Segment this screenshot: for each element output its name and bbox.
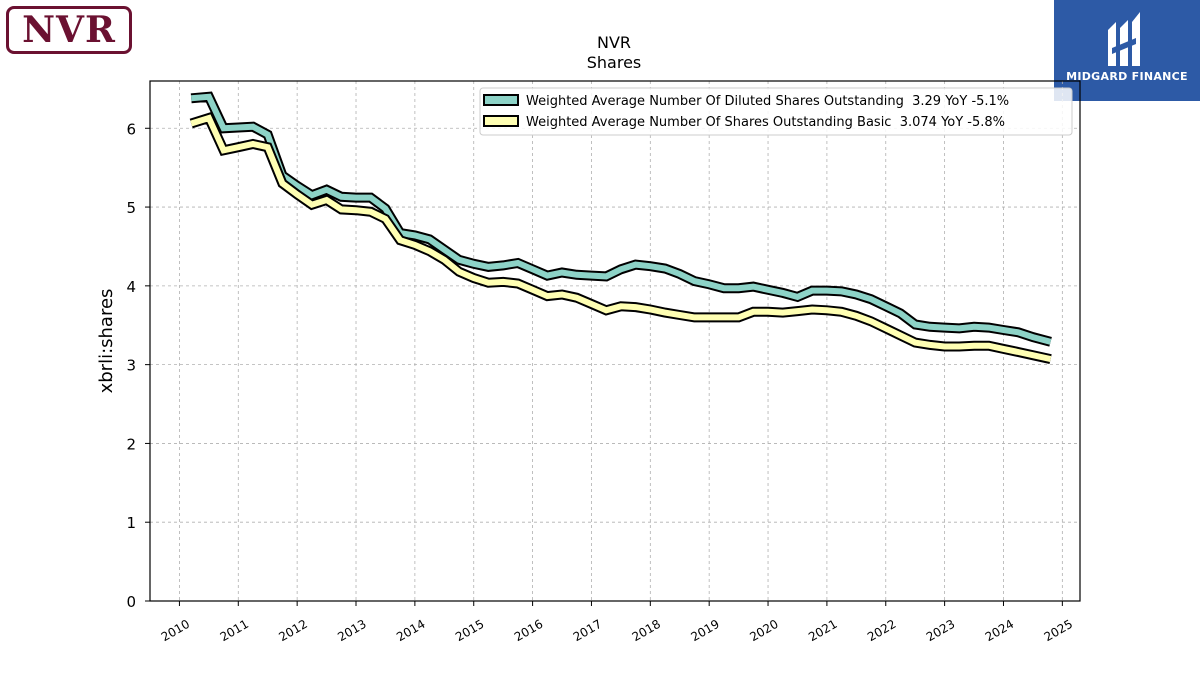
- series-line-1: [190, 114, 1052, 363]
- legend-label-0: Weighted Average Number Of Diluted Share…: [526, 94, 1009, 109]
- y-tick-label: 1: [126, 514, 136, 532]
- x-tick-label: 2023: [924, 617, 957, 644]
- legend-swatch-0: [483, 94, 519, 106]
- x-tick-label: 2024: [983, 617, 1016, 644]
- midgard-finance-logo: MIDGARD FINANCE: [1054, 0, 1200, 101]
- y-tick-label: 2: [126, 435, 136, 453]
- chart-subtitle: Shares: [587, 53, 642, 72]
- x-tick-label: 2010: [159, 617, 192, 644]
- legend-label-1: Weighted Average Number Of Shares Outsta…: [526, 115, 1005, 130]
- nvr-logo-text: NVR: [22, 9, 116, 51]
- y-tick-label: 3: [126, 357, 136, 375]
- x-tick-label: 2018: [630, 617, 663, 644]
- x-tick-label: 2015: [453, 617, 486, 644]
- legend-box: [479, 87, 1073, 136]
- y-tick-label: 4: [126, 278, 136, 296]
- chart-title: NVR: [597, 33, 631, 52]
- x-tick-label: 2020: [747, 617, 780, 644]
- y-tick-label: 5: [126, 199, 136, 217]
- x-tick-label: 2011: [218, 617, 251, 644]
- x-tick-label: 2012: [276, 617, 309, 644]
- legend-swatch-1: [483, 115, 519, 127]
- x-tick-label: 2022: [865, 617, 898, 644]
- x-tick-label: 2014: [394, 617, 427, 644]
- y-tick-label: 6: [126, 120, 136, 138]
- nvr-logo: NVR: [6, 6, 132, 54]
- midgard-emblem-icon: [1108, 12, 1140, 66]
- x-tick-label: 2019: [688, 617, 721, 644]
- x-tick-label: 2021: [806, 617, 839, 644]
- series-line-0: [190, 93, 1052, 345]
- x-tick-label: 2016: [512, 617, 545, 644]
- x-tick-label: 2017: [571, 617, 604, 644]
- midgard-brand-name: MIDGARD FINANCE: [1066, 70, 1188, 83]
- x-tick-label: 2013: [335, 617, 368, 644]
- y-axis-label: xbrli:shares: [96, 289, 117, 394]
- plot-area-frame: [149, 80, 1081, 602]
- x-tick-label: 2025: [1042, 617, 1075, 644]
- y-tick-label: 0: [126, 593, 136, 611]
